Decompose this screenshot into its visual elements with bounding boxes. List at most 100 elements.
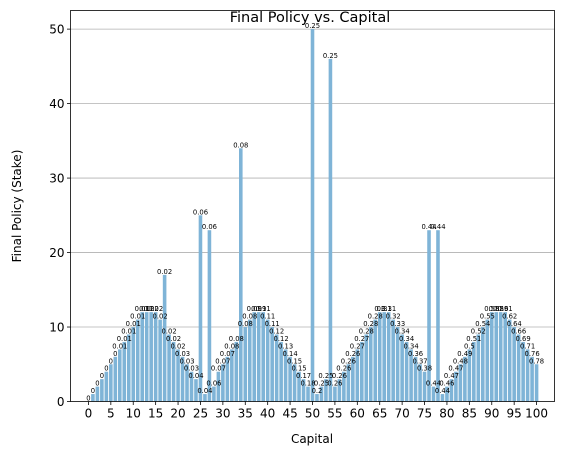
data-label: 0.01 (126, 320, 141, 328)
x-tick-label: 0 (85, 407, 93, 421)
x-tick-label: 45 (282, 407, 297, 421)
data-label: 0.07 (220, 350, 235, 358)
bar (104, 371, 109, 402)
bar (534, 364, 539, 402)
x-axis-ticks: 0 5 10 15 20 25 30 35 40 45 50 55 60 65 70 75 80 85 90 95 10… (85, 401, 548, 421)
data-label: 0.38 (417, 365, 432, 373)
data-label: 0.12 (274, 335, 289, 343)
data-label: 0.78 (529, 357, 544, 365)
data-label: 0.01 (121, 327, 136, 335)
x-tick-label: 25 (193, 407, 208, 421)
bar (203, 394, 207, 402)
x-tick-label: 100 (525, 407, 548, 421)
x-tick-label: 40 (260, 407, 275, 421)
data-label: 0.25 (305, 22, 320, 30)
data-label: 0.59 (493, 305, 508, 313)
bar (243, 327, 248, 402)
data-label: 0.12 (269, 327, 284, 335)
data-label: 0 (113, 350, 117, 358)
data-label: 0.02 (162, 327, 177, 335)
data-label: 0.34 (399, 335, 414, 343)
y-tick-label: 0 (57, 395, 65, 409)
bar (445, 386, 449, 402)
data-label: 0.02 (153, 313, 168, 321)
data-label: 0.26 (327, 380, 342, 388)
bar (454, 371, 458, 402)
bar (230, 349, 234, 402)
data-label: 0.44 (421, 223, 436, 231)
data-label: 0.64 (507, 320, 522, 328)
x-tick-label: 35 (238, 407, 253, 421)
data-label: 0.34 (404, 342, 419, 350)
data-label: 0.02 (157, 268, 172, 276)
data-label: 0.03 (184, 365, 199, 373)
bar (113, 356, 118, 402)
data-label: 0.02 (144, 305, 159, 313)
bar (297, 371, 301, 402)
data-label: 0.31 (381, 305, 396, 313)
bar (315, 394, 319, 402)
bar (530, 356, 534, 402)
x-tick-label: 70 (394, 407, 409, 421)
bar (503, 312, 507, 402)
bar (485, 319, 490, 402)
bar (261, 312, 265, 402)
y-axis-ticks: 0 10 20 30 40 50 (49, 23, 71, 409)
bar (427, 230, 431, 402)
bar (100, 379, 104, 402)
bar (131, 327, 136, 402)
bar (440, 394, 445, 402)
data-label: 0.69 (516, 335, 531, 343)
y-tick-label: 50 (49, 23, 64, 37)
x-tick-label: 85 (462, 407, 477, 421)
data-label: 0.02 (170, 342, 185, 350)
x-tick-label: 65 (372, 407, 387, 421)
bar (126, 334, 131, 402)
x-tick-label: 30 (215, 407, 230, 421)
data-label: 0 (95, 380, 99, 388)
data-label: 0.02 (166, 335, 181, 343)
bar (310, 29, 315, 402)
data-label: 0.08 (233, 141, 248, 149)
data-label: 0.07 (211, 365, 226, 373)
data-label: 0.01 (130, 313, 145, 321)
data-label: 0.06 (206, 380, 221, 388)
bar (512, 327, 516, 402)
bar (431, 386, 436, 402)
data-label: 0.03 (179, 357, 194, 365)
bar (171, 341, 176, 402)
data-label: 0.13 (278, 342, 293, 350)
data-label: 0.08 (242, 313, 257, 321)
bar (409, 349, 413, 402)
data-label: 0.11 (260, 313, 275, 321)
x-tick-label: 55 (327, 407, 342, 421)
bar (494, 312, 499, 402)
y-tick-label: 30 (49, 172, 64, 186)
data-label: 0.09 (251, 305, 266, 313)
bar (149, 312, 153, 402)
bar (418, 364, 422, 402)
bar (516, 334, 521, 402)
data-label: 0.08 (224, 342, 239, 350)
bar (400, 334, 404, 402)
data-label: 0.46 (439, 380, 454, 388)
data-label: 0.26 (345, 350, 360, 358)
data-label: 0.55 (480, 313, 495, 321)
data-label: 0.25 (323, 52, 338, 60)
chart-title: Final Policy vs. Capital (230, 10, 391, 26)
data-label: 0.06 (202, 223, 217, 231)
data-label: 0.15 (291, 365, 306, 373)
bar (436, 230, 440, 402)
bar (180, 356, 185, 402)
y-tick-label: 40 (49, 97, 64, 111)
bar (176, 349, 180, 402)
data-label: 0.33 (390, 320, 405, 328)
data-label: 0.48 (453, 357, 468, 365)
bar (270, 327, 274, 402)
bar (489, 312, 494, 402)
data-label: 0.27 (350, 342, 365, 350)
data-label: 0.25 (314, 380, 329, 388)
bar (162, 274, 167, 402)
bar (135, 319, 140, 402)
bar (360, 341, 364, 402)
